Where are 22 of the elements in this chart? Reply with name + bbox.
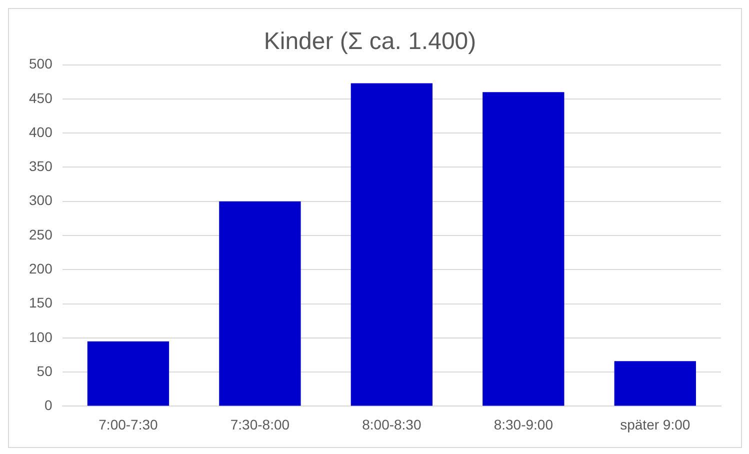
x-tick-label: 8:30-9:00	[494, 416, 554, 432]
y-tick-label: 200	[29, 260, 53, 276]
y-tick-label: 0	[44, 397, 53, 414]
y-tick-label: 100	[29, 328, 53, 345]
y-tick-label: 50	[36, 362, 53, 379]
y-tick-label: 500	[29, 56, 53, 72]
bar	[219, 201, 301, 406]
bar	[614, 361, 696, 406]
x-tick-label: 7:30-8:00	[230, 416, 290, 432]
y-tick-label: 350	[29, 158, 53, 174]
x-tick-label: 7:00-7:30	[98, 416, 158, 432]
y-tick-label: 150	[29, 294, 53, 311]
chart-title: Kinder (Σ ca. 1.400)	[264, 28, 476, 56]
bar	[350, 83, 433, 406]
y-tick-label: 300	[29, 192, 53, 208]
bar	[87, 341, 170, 406]
bar	[482, 92, 564, 406]
y-tick-label: 400	[29, 124, 53, 140]
y-tick-label: 450	[29, 90, 53, 106]
y-tick-label: 250	[29, 226, 53, 242]
x-tick-label: 8:00-8:30	[362, 416, 422, 432]
x-tick-label: später 9:00	[620, 416, 690, 432]
